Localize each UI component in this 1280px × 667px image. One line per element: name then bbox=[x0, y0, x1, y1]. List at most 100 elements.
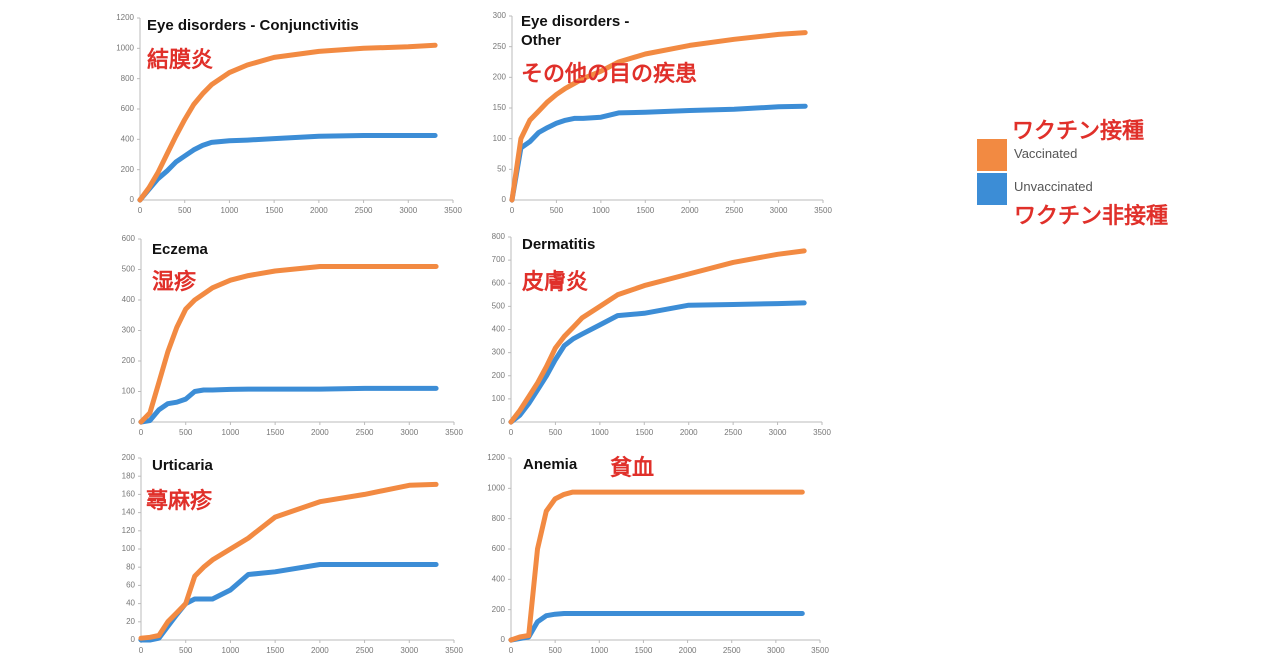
legend-label-ja: ワクチン非接種 bbox=[1014, 203, 1169, 228]
y-tick-label: 100 bbox=[122, 544, 136, 553]
series-line bbox=[138, 385, 439, 425]
x-tick-label: 500 bbox=[178, 206, 192, 215]
y-tick-label: 60 bbox=[126, 581, 135, 590]
y-tick-label: 200 bbox=[492, 371, 506, 380]
x-tick-label: 3500 bbox=[813, 428, 831, 437]
y-tick-label: 400 bbox=[122, 295, 136, 304]
x-tick-label: 3500 bbox=[811, 646, 829, 655]
legend-swatch bbox=[977, 139, 1007, 171]
x-tick-label: 3000 bbox=[400, 428, 418, 437]
y-tick-label: 1000 bbox=[116, 43, 134, 52]
x-tick-label: 1500 bbox=[635, 428, 653, 437]
x-tick-label: 500 bbox=[179, 646, 193, 655]
series-line bbox=[508, 489, 805, 643]
y-tick-label: 800 bbox=[121, 74, 135, 83]
legend-swatch bbox=[977, 173, 1007, 205]
series-line bbox=[138, 264, 439, 425]
x-tick-label: 3500 bbox=[814, 206, 832, 215]
x-tick-label: 2000 bbox=[311, 646, 329, 655]
x-tick-label: 2000 bbox=[681, 206, 699, 215]
x-tick-label: 3000 bbox=[399, 206, 417, 215]
chart-subtitle: 皮膚炎 bbox=[522, 269, 589, 294]
y-tick-label: 0 bbox=[131, 417, 136, 426]
y-tick-label: 400 bbox=[492, 325, 506, 334]
chart-title: Dermatitis bbox=[522, 236, 596, 253]
chart-title: Eye disorders - Conjunctivitis bbox=[147, 17, 359, 34]
x-tick-label: 3500 bbox=[445, 428, 463, 437]
x-tick-label: 0 bbox=[138, 206, 143, 215]
series-line bbox=[137, 133, 438, 203]
legend-label: Vaccinated bbox=[1014, 146, 1078, 161]
x-tick-label: 1000 bbox=[591, 428, 609, 437]
x-tick-label: 1000 bbox=[222, 428, 240, 437]
chart-title: Urticaria bbox=[152, 457, 213, 474]
y-tick-label: 40 bbox=[126, 599, 135, 608]
legend-label: Unvaccinated bbox=[1014, 179, 1093, 194]
y-tick-label: 250 bbox=[493, 42, 507, 51]
y-tick-label: 600 bbox=[121, 104, 135, 113]
y-tick-label: 500 bbox=[122, 265, 136, 274]
series-line bbox=[509, 103, 808, 203]
y-tick-label: 80 bbox=[126, 562, 135, 571]
x-tick-label: 1500 bbox=[636, 206, 654, 215]
y-tick-label: 1200 bbox=[116, 13, 134, 22]
y-tick-label: 200 bbox=[492, 605, 506, 614]
series-line bbox=[137, 42, 438, 203]
series-line bbox=[138, 481, 439, 641]
y-tick-label: 300 bbox=[493, 11, 507, 20]
x-tick-label: 2500 bbox=[356, 646, 374, 655]
x-tick-label: 3000 bbox=[770, 206, 788, 215]
y-tick-label: 160 bbox=[122, 490, 136, 499]
x-tick-label: 0 bbox=[139, 646, 144, 655]
y-tick-label: 100 bbox=[493, 134, 507, 143]
y-tick-label: 200 bbox=[121, 165, 135, 174]
y-tick-label: 200 bbox=[493, 72, 507, 81]
y-tick-label: 600 bbox=[492, 278, 506, 287]
y-tick-label: 500 bbox=[492, 301, 506, 310]
x-tick-label: 3000 bbox=[769, 428, 787, 437]
chart-title: Eczema bbox=[152, 241, 208, 258]
y-tick-label: 0 bbox=[131, 635, 136, 644]
x-tick-label: 1000 bbox=[590, 646, 608, 655]
y-tick-label: 120 bbox=[122, 526, 136, 535]
series-line bbox=[508, 611, 805, 643]
chart-subtitle: 貧血 bbox=[610, 455, 655, 480]
x-tick-label: 3500 bbox=[445, 646, 463, 655]
y-tick-label: 200 bbox=[122, 453, 136, 462]
x-tick-label: 3000 bbox=[767, 646, 785, 655]
x-tick-label: 2500 bbox=[356, 428, 374, 437]
y-tick-label: 100 bbox=[492, 394, 506, 403]
y-tick-label: 800 bbox=[492, 232, 506, 241]
chart-subtitle: 結膜炎 bbox=[147, 47, 214, 72]
x-tick-label: 500 bbox=[550, 206, 564, 215]
y-tick-label: 800 bbox=[492, 514, 506, 523]
x-tick-label: 2000 bbox=[680, 428, 698, 437]
y-tick-label: 400 bbox=[121, 134, 135, 143]
legend-label-ja: ワクチン接種 bbox=[1012, 118, 1145, 143]
series-line bbox=[509, 30, 808, 203]
y-tick-label: 150 bbox=[493, 103, 507, 112]
series-line bbox=[508, 300, 807, 425]
y-tick-label: 180 bbox=[122, 471, 136, 480]
y-tick-label: 400 bbox=[492, 574, 506, 583]
x-tick-label: 1500 bbox=[635, 646, 653, 655]
x-tick-label: 1500 bbox=[266, 428, 284, 437]
y-tick-label: 300 bbox=[492, 348, 506, 357]
x-tick-label: 500 bbox=[549, 428, 563, 437]
x-tick-label: 2000 bbox=[679, 646, 697, 655]
x-tick-label: 500 bbox=[548, 646, 562, 655]
y-tick-label: 300 bbox=[122, 326, 136, 335]
x-tick-label: 1000 bbox=[221, 206, 239, 215]
chart-subtitle: その他の目の疾患 bbox=[521, 61, 698, 86]
y-tick-label: 50 bbox=[497, 164, 506, 173]
y-tick-label: 700 bbox=[492, 255, 506, 264]
x-tick-label: 0 bbox=[509, 646, 514, 655]
y-tick-label: 0 bbox=[501, 417, 506, 426]
series-line bbox=[508, 248, 807, 425]
y-tick-label: 1200 bbox=[487, 453, 505, 462]
x-tick-label: 1000 bbox=[222, 646, 240, 655]
chart-subtitle: 湿疹 bbox=[152, 269, 197, 294]
y-tick-label: 600 bbox=[492, 544, 506, 553]
